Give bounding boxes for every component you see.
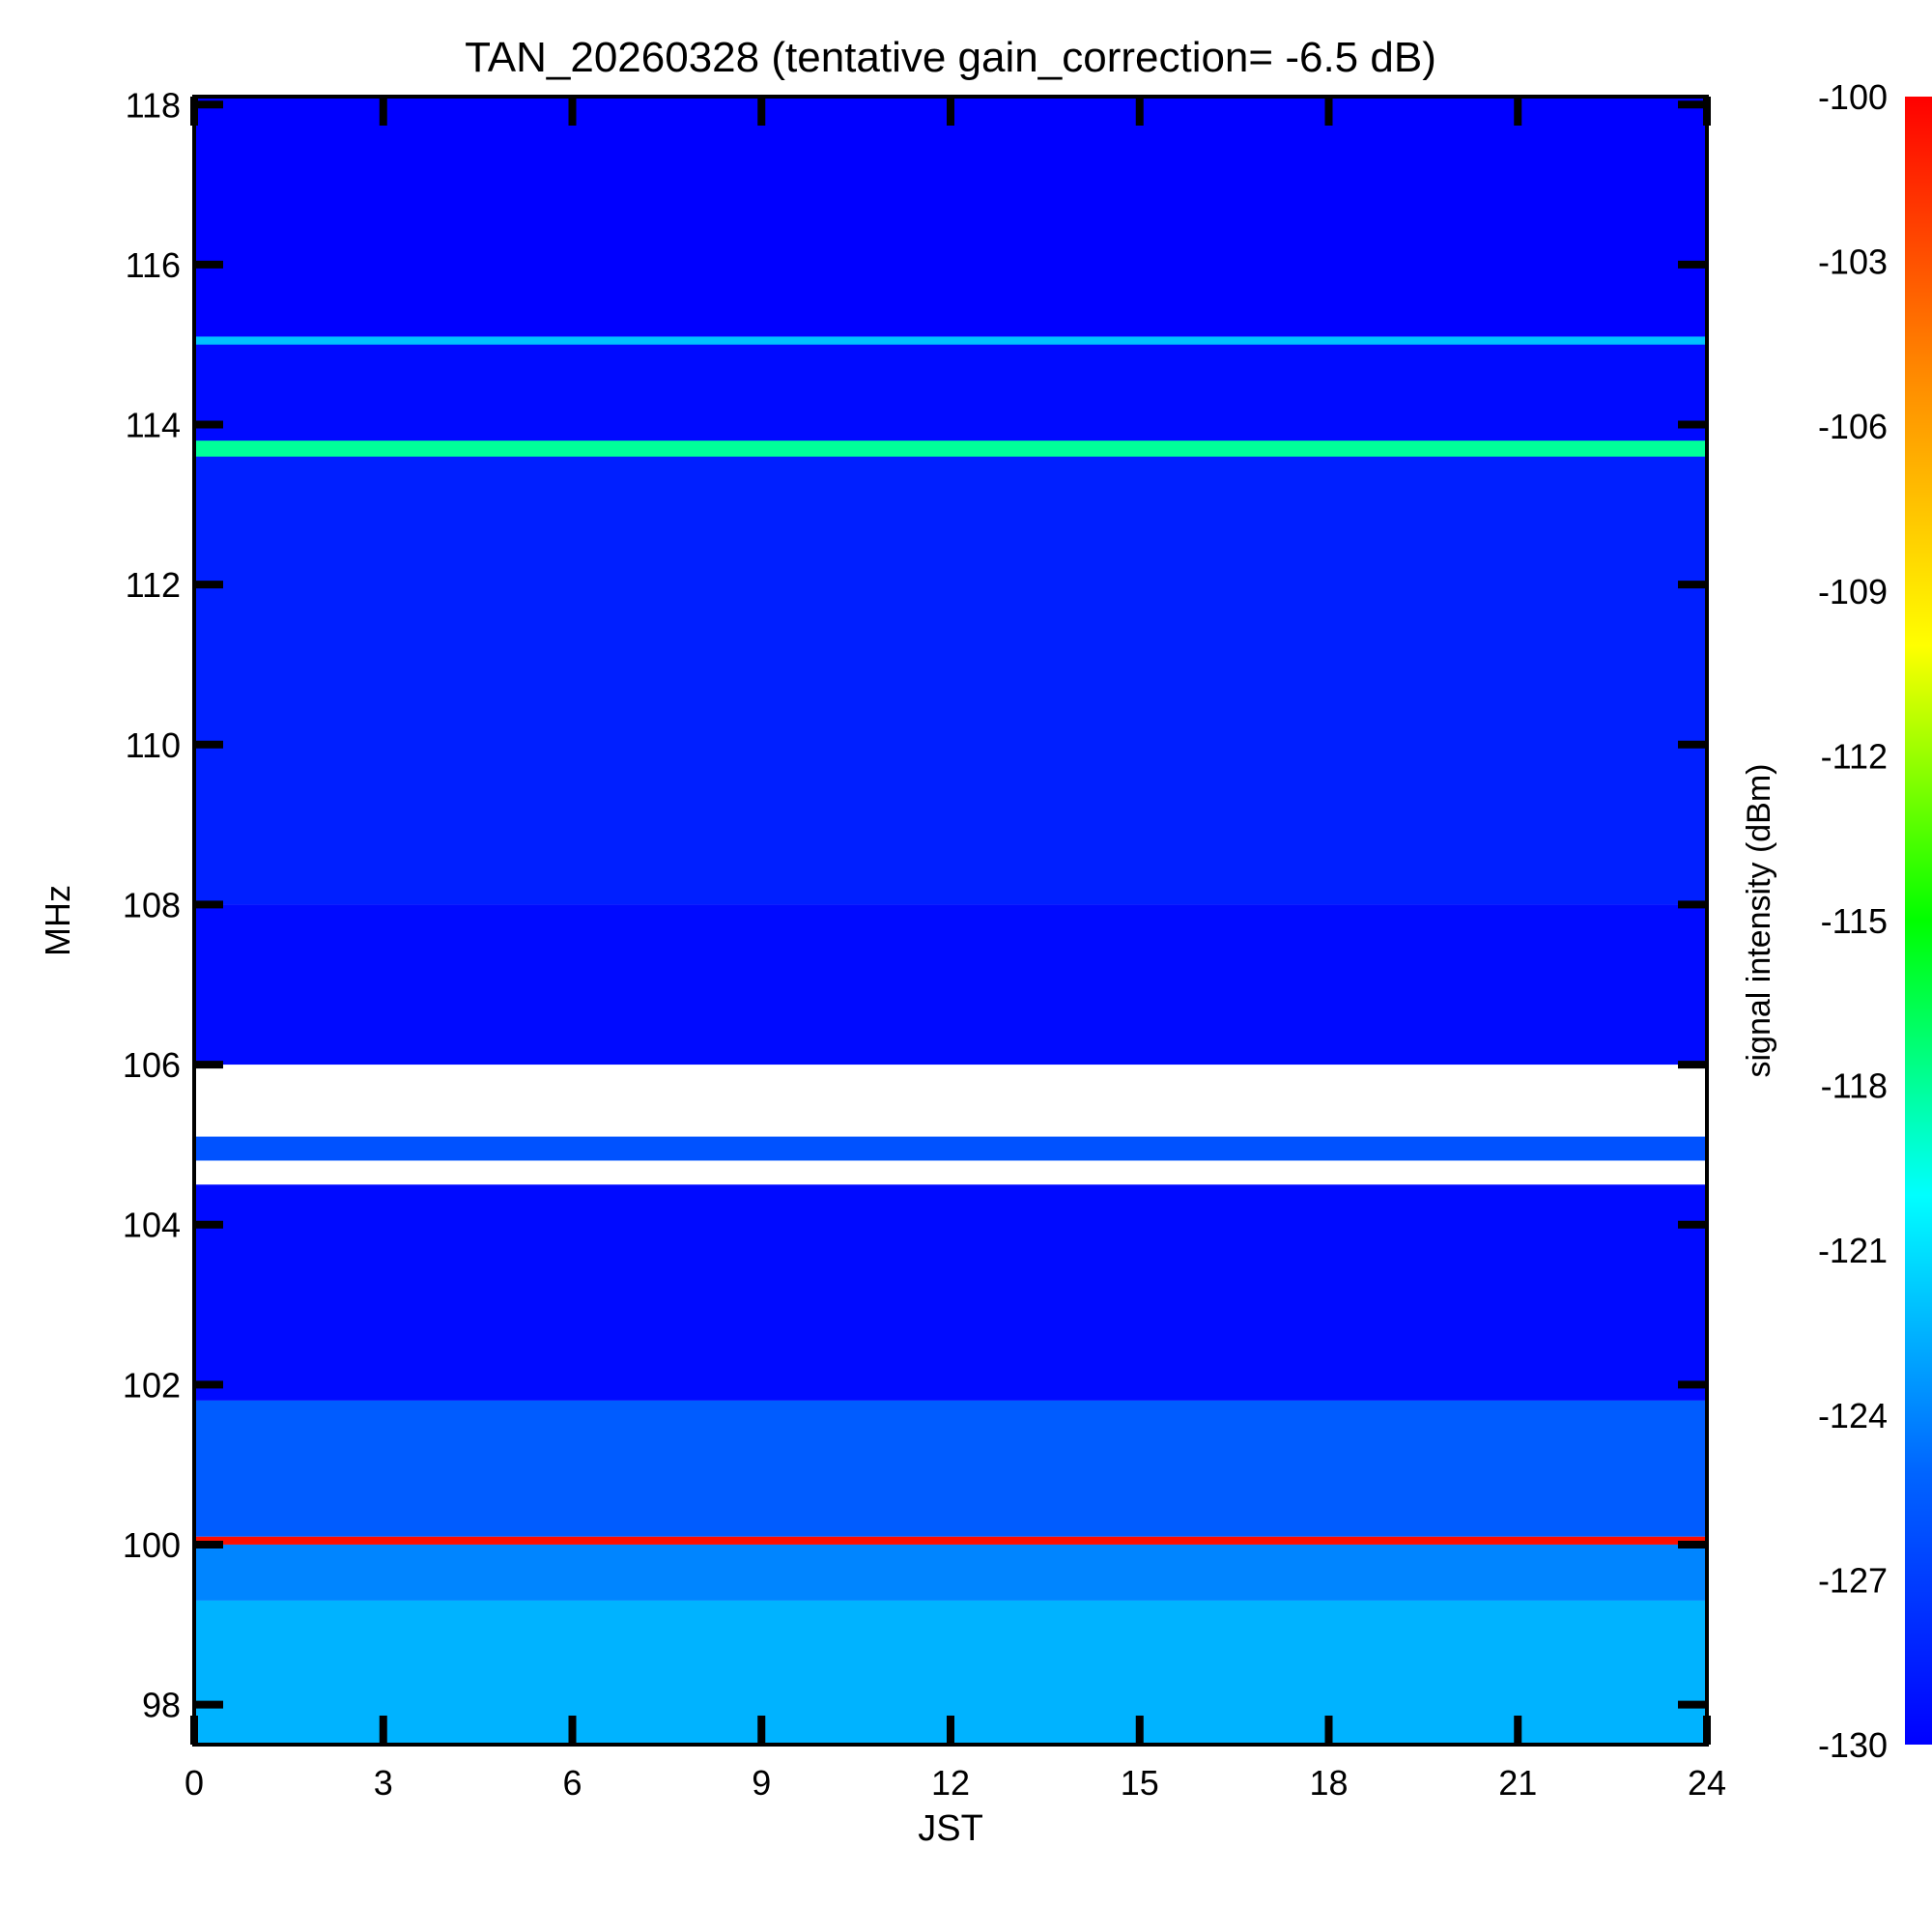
- x-tick-label: 18: [1309, 1763, 1348, 1803]
- band-6: [194, 904, 1707, 1065]
- y-tick-label: 106: [123, 1045, 181, 1085]
- colorbar: [1905, 97, 1932, 1745]
- x-tick-label: 12: [931, 1763, 970, 1803]
- y-tick-label: 114: [126, 406, 181, 445]
- colorbar-label: signal intensity (dBm): [1741, 763, 1777, 1077]
- colorbar-tick-label: -109: [1818, 572, 1888, 611]
- x-tick-label: 15: [1121, 1763, 1159, 1803]
- band-11: [194, 97, 1707, 337]
- y-tick-label: 98: [142, 1686, 181, 1725]
- colorbar-tick-label: -130: [1818, 1725, 1888, 1765]
- x-tick-label: 0: [185, 1763, 204, 1803]
- x-tick-label: 9: [752, 1763, 771, 1803]
- band-8: [194, 440, 1707, 457]
- chart-title: TAN_20260328 (tentative gain_correction=…: [465, 34, 1436, 81]
- colorbar-tick-label: -115: [1821, 901, 1888, 941]
- y-tick-label: 104: [123, 1206, 181, 1245]
- y-tick-label: 116: [126, 245, 181, 285]
- plot-area: [194, 97, 1707, 1745]
- band-4: [194, 1184, 1707, 1401]
- spectrum-bands: [194, 97, 1707, 1745]
- band-3: [194, 1400, 1707, 1537]
- x-tick-label: 24: [1688, 1763, 1726, 1803]
- x-tick-label: 6: [562, 1763, 582, 1803]
- band-2: [194, 1536, 1707, 1545]
- band-9: [194, 336, 1707, 441]
- colorbar-tick-label: -124: [1818, 1396, 1888, 1435]
- band-10: [194, 336, 1707, 345]
- x-axis-ticks: 0 3 6 9 12 15 18 21 24: [185, 97, 1726, 1803]
- band-7: [194, 440, 1707, 905]
- colorbar-ticks: -100 -103 -106 -109 -112 -115 -118 -121 -124 -127…: [1818, 77, 1888, 1765]
- y-axis-ticks: 98 100 102 104 106 108 110 112 114 116 118: [123, 85, 1707, 1725]
- band-5: [194, 1136, 1707, 1161]
- y-tick-label: 118: [126, 85, 181, 125]
- y-tick-label: 100: [123, 1525, 181, 1565]
- y-tick-label: 108: [123, 885, 181, 924]
- y-axis-label: MHz: [38, 885, 77, 956]
- colorbar-tick-label: -106: [1818, 407, 1888, 446]
- colorbar-tick-label: -112: [1821, 736, 1888, 776]
- y-tick-label: 110: [126, 725, 181, 765]
- colorbar-tick-label: -103: [1818, 242, 1888, 282]
- colorbar-tick-label: -118: [1821, 1066, 1888, 1106]
- x-axis-label: JST: [918, 1808, 983, 1849]
- colorbar-tick-label: -100: [1818, 77, 1888, 117]
- colorbar-tick-label: -127: [1818, 1560, 1888, 1600]
- x-tick-label: 21: [1498, 1763, 1537, 1803]
- band-1: [194, 1544, 1707, 1601]
- y-tick-label: 102: [123, 1365, 181, 1405]
- colorbar-tick-label: -121: [1818, 1231, 1888, 1270]
- x-tick-label: 3: [374, 1763, 393, 1803]
- y-tick-label: 112: [126, 565, 181, 605]
